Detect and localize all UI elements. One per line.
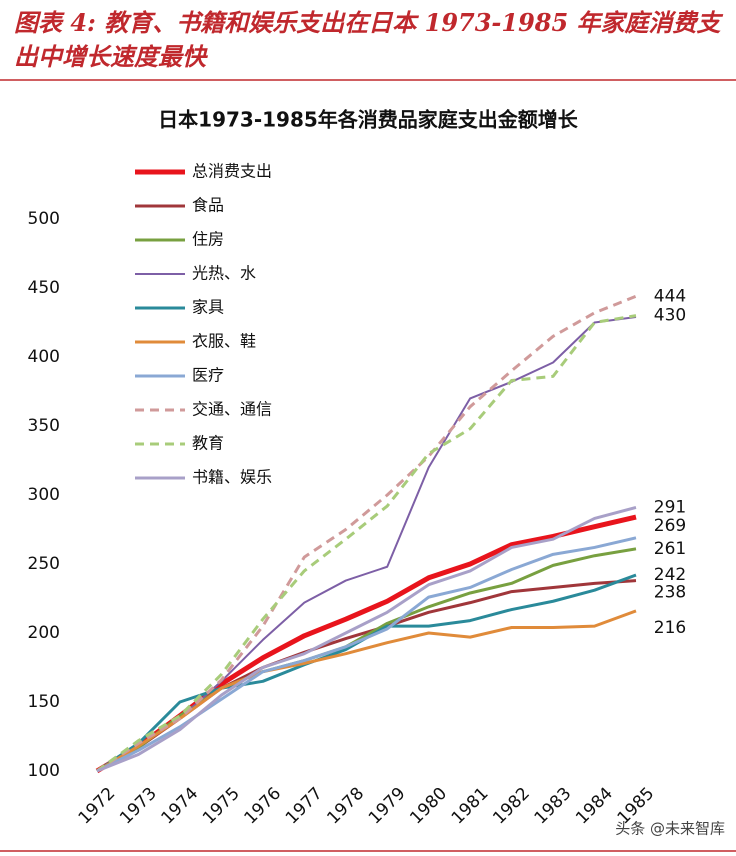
y-tick-label: 100 <box>28 761 60 781</box>
legend-label: 光热、水 <box>192 264 256 283</box>
y-tick-label: 400 <box>28 347 60 367</box>
x-tick-label: 1978 <box>323 784 368 829</box>
series-line <box>96 573 637 773</box>
legend-label: 交通、通信 <box>192 400 272 419</box>
y-tick-label: 200 <box>28 623 60 643</box>
chart-title: 日本1973-1985年各消费品家庭支出金额增长 <box>158 108 579 132</box>
end-label: 242 <box>654 565 686 585</box>
x-tick-label: 1982 <box>489 784 534 829</box>
x-tick-label: 1973 <box>116 784 161 829</box>
end-label: 269 <box>654 516 686 536</box>
legend-label: 食品 <box>192 196 224 215</box>
x-tick-label: 1981 <box>448 784 493 829</box>
legend-label: 书籍、娱乐 <box>192 468 272 487</box>
y-tick-label: 350 <box>28 416 60 436</box>
watermark: 头条 @未来智库 <box>615 820 725 838</box>
x-tick-label: 1972 <box>75 784 120 829</box>
x-tick-label: 1975 <box>199 784 244 829</box>
end-label: 216 <box>654 618 686 638</box>
x-tick-label: 1974 <box>158 784 203 829</box>
x-tick-label: 1977 <box>282 784 327 829</box>
x-tick-label: 1983 <box>531 784 576 829</box>
x-tick-label: 1980 <box>406 784 451 829</box>
x-tick-label: 1984 <box>572 784 617 829</box>
end-label: 430 <box>654 306 686 326</box>
legend-label: 总消费支出 <box>192 162 272 181</box>
y-tick-label: 150 <box>28 692 60 712</box>
end-label: 291 <box>654 497 686 517</box>
x-tick-label: 1979 <box>365 784 410 829</box>
legend-label: 衣服、鞋 <box>192 332 256 351</box>
y-tick-label: 450 <box>28 278 60 298</box>
series-line <box>96 547 637 773</box>
y-tick-label: 500 <box>28 209 60 229</box>
legend-label: 住房 <box>192 230 224 249</box>
x-tick-label: 1976 <box>240 784 285 829</box>
y-tick-label: 300 <box>28 485 60 505</box>
legend-label: 医疗 <box>192 366 224 385</box>
series-line <box>96 314 637 773</box>
series-line <box>96 505 637 773</box>
legend-label: 教育 <box>192 434 224 453</box>
end-label: 261 <box>654 539 686 559</box>
end-label: 444 <box>654 286 686 306</box>
series-line <box>96 294 637 773</box>
header-title: 图表 4: 教育、书籍和娱乐支出在日本 1973-1985 年家庭消费支出中增长… <box>14 8 721 71</box>
end-label: 238 <box>654 583 686 603</box>
legend-label: 家具 <box>192 298 224 317</box>
y-tick-label: 250 <box>28 554 60 574</box>
